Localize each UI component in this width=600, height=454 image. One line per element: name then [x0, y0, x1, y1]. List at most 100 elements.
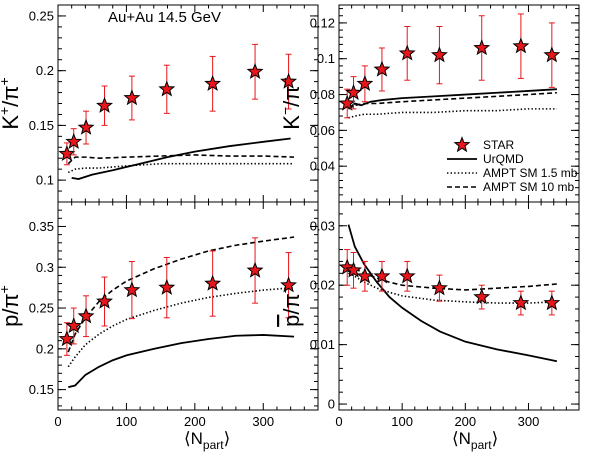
y-axis-title-part: −	[277, 107, 293, 115]
star-point	[246, 62, 264, 79]
x-tick-label: 300	[252, 414, 274, 429]
x-tick-label: 200	[454, 414, 476, 429]
star-point	[356, 267, 374, 284]
star-point	[77, 307, 95, 324]
y-axis-title-part: /π	[0, 86, 23, 107]
x-axis-title-sub: part	[471, 438, 492, 452]
series-dotted	[67, 286, 295, 368]
star-point	[356, 74, 374, 92]
legend-label: AMPT SM 10 mb	[483, 180, 574, 194]
star-point	[543, 46, 561, 63]
star-point	[345, 83, 362, 100]
x-tick-label: 0	[335, 414, 342, 429]
legend-label: AMPT SM 1.5 mb	[483, 166, 578, 180]
star-point	[65, 132, 83, 149]
plot-frame	[338, 201, 580, 411]
x-tick-label: 200	[184, 414, 206, 429]
y-axis-title-part: p/π	[0, 293, 23, 327]
y-tick-label: 0.25	[29, 8, 54, 23]
y-tick-label: 0.03	[310, 218, 335, 233]
x-axis-title-main: ⟨N	[452, 429, 471, 448]
star-point	[398, 44, 416, 61]
series-dashed	[348, 263, 557, 291]
series-dashed	[348, 91, 557, 110]
x-tick-label: 100	[116, 414, 138, 429]
star-point	[204, 274, 222, 291]
y-tick-label: 0.02	[310, 278, 335, 293]
star-point	[58, 330, 76, 347]
y-tick-label: 0.06	[310, 123, 335, 138]
series-dotted	[67, 162, 295, 174]
y-axis-title-part: K	[279, 115, 304, 130]
x-axis-title-close: ⟩	[492, 429, 499, 448]
x-axis-title-right: ⟨Npart⟩	[452, 429, 498, 452]
y-tick-label: 0.04	[310, 159, 335, 174]
star-point	[473, 39, 491, 56]
y-tick-label: 0.01	[310, 337, 335, 352]
star-point	[65, 317, 83, 334]
star-point	[373, 60, 391, 77]
panel-kplus: 0.10.150.20.25K+/π+	[0, 4, 319, 203]
y-axis-title-part: +	[0, 77, 12, 85]
y-axis-title: p/π−	[277, 285, 304, 327]
x-tick-label: 0	[54, 414, 61, 429]
y-axis-title-part: +	[0, 107, 12, 115]
star-point	[430, 46, 448, 63]
y-axis-title: p/π+	[0, 285, 23, 327]
x-axis-title-close: ⟩	[224, 429, 231, 448]
y-tick-label: 0.1	[317, 51, 335, 66]
y-axis-title-part: /π	[279, 86, 304, 107]
star-point	[543, 294, 561, 311]
star-point	[58, 144, 76, 162]
y-axis-title-part: /π	[279, 293, 304, 314]
star-point	[123, 89, 141, 106]
y-tick-label: 0	[328, 397, 335, 412]
y-tick-label: 0.12	[310, 15, 335, 30]
y-tick-label: 0.1	[36, 173, 54, 188]
legend-star-marker	[453, 136, 471, 153]
star-point	[280, 276, 298, 293]
series-solid	[71, 137, 291, 180]
star-point	[512, 294, 530, 311]
y-axis-title-part: −	[277, 77, 293, 85]
star-point	[77, 118, 95, 135]
star-point	[96, 292, 113, 309]
y-axis-title: K+/π+	[0, 77, 23, 129]
series-dotted	[348, 108, 557, 119]
y-tick-label: 0.15	[29, 382, 54, 397]
star-point	[204, 74, 222, 92]
y-axis-title-part: −	[277, 285, 293, 293]
star-point	[338, 94, 356, 111]
x-axis-title-sub: part	[203, 438, 224, 452]
x-tick-label: 300	[518, 414, 540, 429]
series-dashed	[67, 154, 295, 165]
star-point	[246, 261, 264, 278]
y-axis-title-part: p	[279, 315, 304, 327]
y-tick-label: 0.2	[36, 341, 54, 356]
panel-kminus: 0.040.060.080.10.12K−/π−	[277, 4, 580, 203]
star-point	[96, 96, 113, 113]
series-solid	[347, 224, 558, 363]
x-axis-title-main: ⟨N	[184, 429, 203, 448]
y-axis-title-part: +	[0, 285, 12, 293]
star-point	[398, 267, 416, 284]
star-point	[158, 80, 176, 97]
y-axis-title: K−/π−	[277, 77, 304, 129]
series-solid	[68, 334, 295, 389]
legend-label: STAR	[483, 138, 514, 152]
y-tick-label: 0.08	[310, 87, 335, 102]
star-point	[345, 261, 362, 278]
panel-pbar: 0 100 200 300 0 0.01 0.02 0.03 p/π−	[277, 201, 580, 429]
star-point	[373, 267, 391, 284]
y-tick-label: 0.3	[36, 260, 54, 275]
plot-frame	[57, 201, 319, 411]
star-point	[123, 281, 141, 298]
y-tick-label: 0.15	[29, 118, 54, 133]
y-tick-label: 0.25	[29, 301, 54, 316]
y-tick-label: 0.35	[29, 219, 54, 234]
star-point	[430, 279, 448, 296]
x-tick-label: 100	[391, 414, 413, 429]
